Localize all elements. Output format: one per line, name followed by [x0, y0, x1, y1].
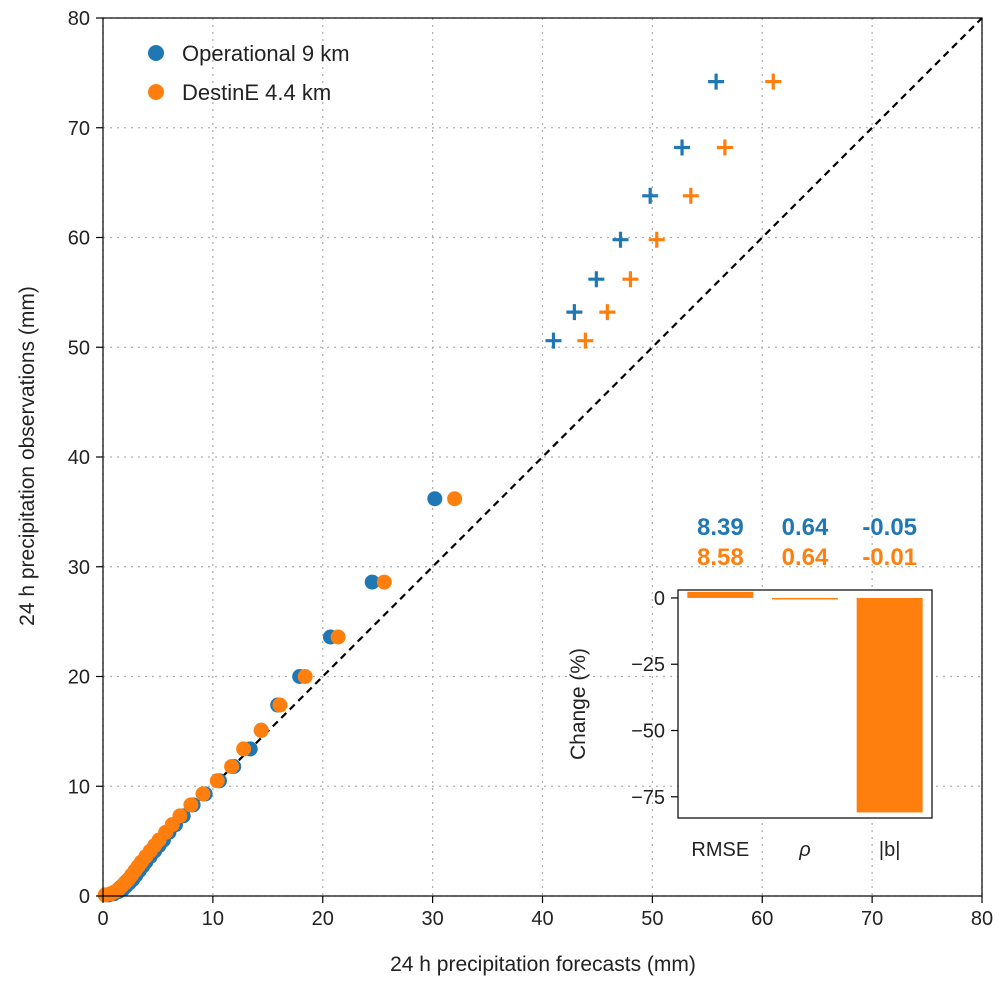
legend: Operational 9 km DestinE 4.4 km — [148, 41, 350, 105]
x-tick-label: 40 — [531, 908, 553, 930]
y-tick-label: 40 — [68, 447, 90, 469]
data-point-plus — [716, 139, 733, 156]
y-axis-label: 24 h precipitation observations (mm) — [16, 286, 39, 626]
data-point-plus — [765, 73, 782, 90]
stat-value: -0.05 — [862, 514, 917, 541]
data-point-plus — [708, 73, 725, 90]
data-point-plus — [622, 271, 639, 288]
data-point — [224, 758, 240, 774]
inset-x-tick-label: ρ — [798, 839, 810, 861]
data-point-plus — [648, 231, 665, 248]
stat-value: 8.58 — [697, 544, 744, 571]
data-point — [172, 808, 188, 824]
data-point — [236, 741, 252, 757]
x-tick-label: 20 — [312, 908, 334, 930]
y-tick-label: 10 — [68, 776, 90, 798]
legend-marker-destine — [148, 84, 164, 100]
data-point-plus — [577, 332, 594, 349]
data-point — [183, 797, 199, 813]
x-axis-label: 24 h precipitation forecasts (mm) — [390, 953, 696, 976]
inset-bar — [856, 597, 923, 813]
data-point — [447, 491, 463, 507]
x-tick-label: 60 — [751, 908, 773, 930]
series-3 — [577, 73, 782, 349]
stat-value: 0.64 — [782, 544, 829, 571]
data-point — [272, 697, 288, 713]
inset-bar — [772, 597, 838, 600]
data-point — [209, 773, 225, 789]
x-tick-label: 30 — [422, 908, 444, 930]
x-tick-label: 10 — [202, 908, 224, 930]
data-point — [297, 669, 313, 684]
inset-x-tick-label: |b| — [879, 839, 901, 861]
x-tick-label: 70 — [861, 908, 883, 930]
inset-y-tick-label: −75 — [631, 787, 665, 809]
data-point-plus — [674, 139, 691, 156]
main-ticks: 0 10 20 30 40 50 60 70 80 0 10 20 30 40 50 60 70 80 — [68, 8, 993, 930]
data-point-plus — [566, 304, 583, 321]
y-tick-label: 20 — [68, 667, 90, 689]
data-point-plus — [642, 187, 659, 204]
y-tick-label: 50 — [68, 337, 90, 359]
inset-frame — [677, 589, 933, 819]
inset-ticks: RMSE ρ |b| 0 −25 −50 −75 — [631, 588, 900, 861]
y-tick-label: 60 — [68, 228, 90, 250]
inset-x-tick-label: RMSE — [691, 839, 749, 861]
inset-y-tick-label: 0 — [654, 588, 665, 610]
inset-bar — [687, 591, 754, 598]
data-point — [253, 722, 269, 738]
x-tick-label: 50 — [641, 908, 663, 930]
inset-y-axis-label: Change (%) — [567, 648, 590, 760]
y-tick-label: 80 — [68, 8, 90, 30]
data-point-plus — [612, 231, 629, 248]
main-points — [97, 73, 782, 903]
y-tick-label: 30 — [68, 557, 90, 579]
legend-label-operational: Operational 9 km — [182, 41, 350, 66]
data-point-plus — [545, 332, 562, 349]
inset-y-tick-label: −25 — [631, 654, 665, 676]
data-point — [427, 491, 443, 507]
legend-label-destine: DestinE 4.4 km — [182, 80, 331, 105]
data-point-plus — [599, 304, 616, 321]
series-2 — [97, 491, 463, 903]
inset-bar-chart: RMSE ρ |b| 0 −25 −50 −75 Change (%) 8.39 0.64 -0… — [567, 514, 933, 861]
stat-value: 0.64 — [782, 514, 829, 541]
x-tick-label: 0 — [97, 908, 108, 930]
data-point — [376, 574, 392, 590]
x-tick-label: 80 — [971, 908, 993, 930]
data-point — [330, 629, 346, 645]
inset-stats: 8.39 0.64 -0.05 8.58 0.64 -0.01 — [697, 514, 917, 571]
y-tick-label: 0 — [79, 886, 90, 908]
data-point-plus — [682, 187, 699, 204]
legend-marker-operational — [148, 45, 164, 61]
stat-value: -0.01 — [862, 544, 917, 571]
y-tick-label: 70 — [68, 118, 90, 140]
series-1 — [545, 73, 725, 349]
inset-bars — [687, 591, 923, 813]
data-point-plus — [588, 271, 605, 288]
stat-value: 8.39 — [697, 514, 744, 541]
data-point — [364, 574, 380, 590]
inset-y-tick-label: −50 — [631, 721, 665, 743]
data-point — [195, 786, 211, 802]
